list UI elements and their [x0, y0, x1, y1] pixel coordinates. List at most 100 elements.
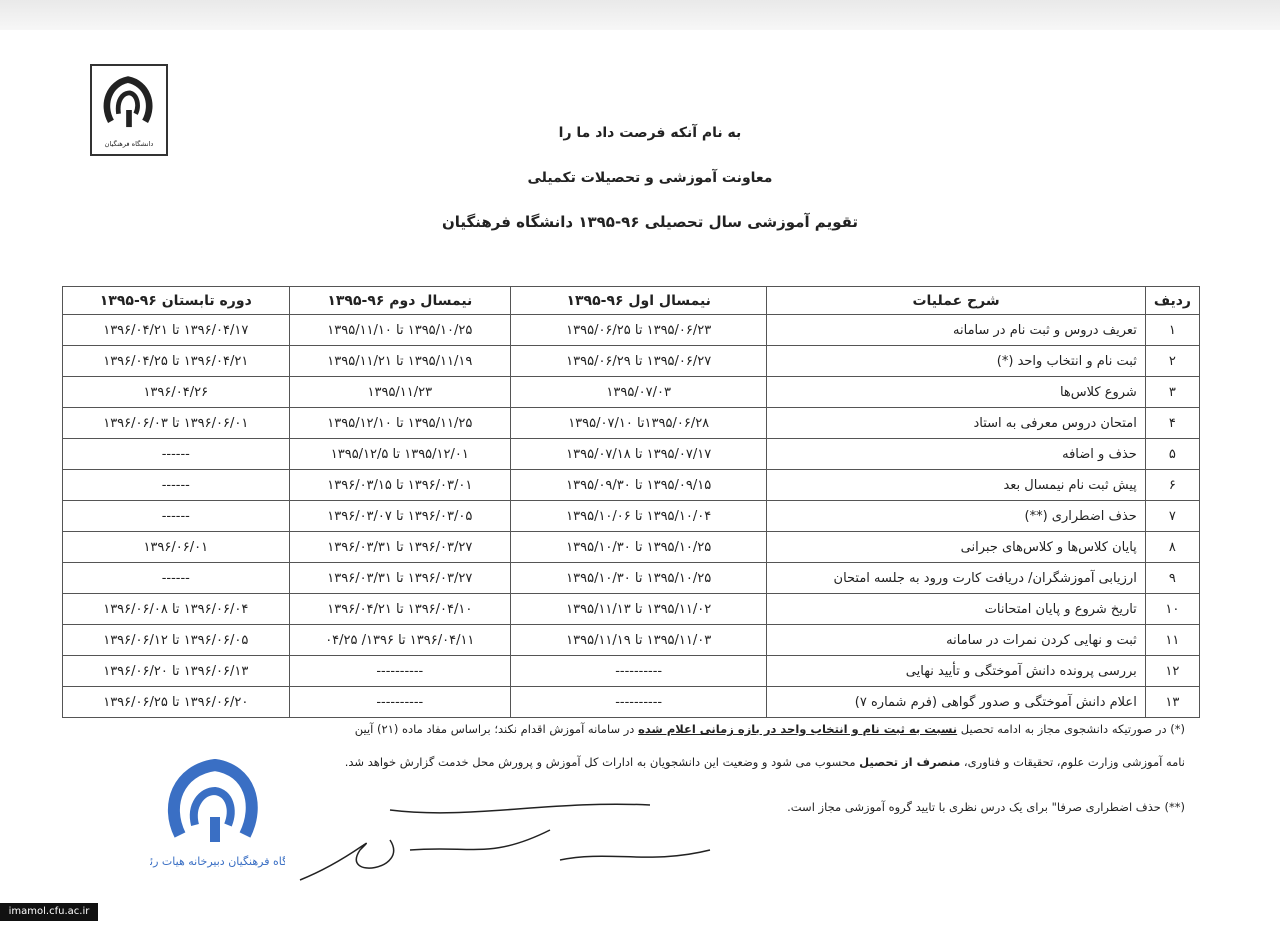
- bismillah-line: به نام آنکه فرصت داد ما را: [558, 125, 742, 141]
- semester-1-date: ۱۳۹۵/۰۶/۲۷ تا ۱۳۹۵/۰۶/۲۹: [510, 345, 768, 377]
- semester-2-date: ۱۳۹۶/۰۳/۰۱ تا ۱۳۹۶/۰۳/۱۵: [288, 469, 512, 501]
- row-number: ۴: [1144, 407, 1201, 439]
- signatures: [290, 790, 750, 900]
- watermark: imamol.cfu.ac.ir: [0, 903, 98, 921]
- row-description: اعلام دانش آموختگی و صدور گواهی (فرم شما…: [766, 686, 1146, 718]
- semester-1-date: ۱۳۹۵/۰۹/۱۵ تا ۱۳۹۵/۰۹/۳۰: [510, 469, 768, 501]
- semester-2-date: ----------: [288, 655, 512, 687]
- page-title: تقویم آموزشی سال تحصیلی ۹۶-۱۳۹۵ دانشگاه …: [441, 213, 859, 231]
- semester-1-date: ۱۳۹۵/۱۱/۰۲ تا ۱۳۹۵/۱۱/۱۳: [510, 593, 768, 625]
- note-text: (*) در صورتیکه دانشجوی مجاز به ادامه تحص…: [957, 722, 1185, 736]
- summer-date: ۱۳۹۶/۰۶/۰۴ تا ۱۳۹۶/۰۶/۰۸: [62, 593, 290, 625]
- row-number: ۱۱: [1144, 624, 1201, 656]
- semester-2-date: ۱۳۹۶/۰۳/۰۵ تا ۱۳۹۶/۰۳/۰۷: [288, 500, 512, 532]
- row-number: ۱۳: [1144, 686, 1201, 718]
- semester-1-date: ۱۳۹۵/۱۱/۰۳ تا ۱۳۹۵/۱۱/۱۹: [510, 624, 768, 656]
- col-description: شرح عملیات: [766, 286, 1146, 315]
- academic-calendar-table: ردیف شرح عملیات نیمسال اول ۹۶-۱۳۹۵ نیمسا…: [62, 286, 1201, 718]
- summer-date: ۱۳۹۶/۰۶/۰۱: [62, 531, 290, 563]
- row-description: شروع کلاس‌ها: [766, 376, 1146, 408]
- table-row: ۶ پیش ثبت نام نیمسال بعد ۱۳۹۵/۰۹/۱۵ تا ۱۳۹…: [62, 469, 1201, 501]
- semester-2-date: ۱۳۹۶/۰۴/۱۱ تا ۱۳۹۶/ ۰۴/۲۵: [288, 624, 512, 656]
- table-row: ۳ شروع کلاس‌ها ۱۳۹۵/۰۷/۰۳ ۱۳۹۵/۱۱/۲۳ ۱۳۹۶/۰۴…: [62, 376, 1201, 408]
- svg-text:دانشگاه فرهنگیان دبیرخانه هیات: دانشگاه فرهنگیان دبیرخانه هیات رئیسه: [150, 855, 285, 868]
- table-row: ۱۳ اعلام دانش آموختگی و صدور گواهی (فرم ش…: [62, 686, 1201, 718]
- summer-date: ۱۳۹۶/۰۶/۱۳ تا ۱۳۹۶/۰۶/۲۰: [62, 655, 290, 687]
- table-row: ۸ پایان کلاس‌ها و کلاس‌های جبرانی ۱۳۹۵/۱۰/…: [62, 531, 1201, 563]
- row-description: ثبت و نهایی کردن نمرات در سامانه: [766, 624, 1146, 656]
- row-number: ۷: [1144, 500, 1201, 532]
- col-summer: دوره تابستان ۹۶-۱۳۹۵: [62, 286, 290, 315]
- semester-2-date: ۱۳۹۵/۱۰/۲۵ تا ۱۳۹۵/۱۱/۱۰: [288, 314, 512, 346]
- semester-2-date: ۱۳۹۵/۱۱/۱۹ تا ۱۳۹۵/۱۱/۲۱: [288, 345, 512, 377]
- row-description: ارزیابی آموزشگران/ دریافت کارت ورود به ج…: [766, 562, 1146, 594]
- semester-1-date: ۱۳۹۵/۰۶/۲۸تا ۱۳۹۵/۰۷/۱۰: [510, 407, 768, 439]
- svg-text:دانشگاه فرهنگیان: دانشگاه فرهنگیان: [105, 140, 154, 148]
- university-logo: دانشگاه فرهنگیان: [90, 64, 168, 156]
- scan-edge: [0, 0, 1280, 30]
- row-description: حذف و اضافه: [766, 438, 1146, 470]
- table-row: ۱ تعریف دروس و ثبت نام در سامانه ۱۳۹۵/۰۶/۲…: [62, 314, 1201, 346]
- department-title: معاونت آموزشی و تحصیلات تکمیلی: [527, 170, 773, 186]
- table-row: ۲ ثبت نام و انتخاب واحد (*) ۱۳۹۵/۰۶/۲۷ تا …: [62, 345, 1201, 377]
- note-1-cont: نامه آموزشی وزارت علوم، تحقیقات و فناوری…: [140, 755, 1185, 769]
- summer-date: ------: [62, 469, 290, 501]
- row-description: تاریخ شروع و پایان امتحانات: [766, 593, 1146, 625]
- row-description: بررسی پرونده دانش آموختگی و تأیید نهایی: [766, 655, 1146, 687]
- semester-1-date: ۱۳۹۵/۰۷/۰۳: [510, 376, 768, 408]
- semester-2-date: ۱۳۹۶/۰۴/۱۰ تا ۱۳۹۶/۰۴/۲۱: [288, 593, 512, 625]
- note-2: (**) حذف اضطراری صرفا" برای یک درس نظری …: [787, 800, 1185, 814]
- summer-date: ۱۳۹۶/۰۶/۰۱ تا ۱۳۹۶/۰۶/۰۳: [62, 407, 290, 439]
- summer-date: ------: [62, 500, 290, 532]
- semester-2-date: ۱۳۹۶/۰۳/۲۷ تا ۱۳۹۶/۰۳/۳۱: [288, 531, 512, 563]
- summer-date: ۱۳۹۶/۰۶/۲۰ تا ۱۳۹۶/۰۶/۲۵: [62, 686, 290, 718]
- table-row: ۱۲ بررسی پرونده دانش آموختگی و تأیید نهای…: [62, 655, 1201, 687]
- summer-date: ۱۳۹۶/۰۴/۲۱ تا ۱۳۹۶/۰۴/۲۵: [62, 345, 290, 377]
- summer-date: ------: [62, 562, 290, 594]
- semester-1-date: ----------: [510, 655, 768, 687]
- table-row: ۱۱ ثبت و نهایی کردن نمرات در سامانه ۱۳۹۵/۱…: [62, 624, 1201, 656]
- table-row: ۹ ارزیابی آموزشگران/ دریافت کارت ورود به …: [62, 562, 1201, 594]
- table-row: ۱۰ تاریخ شروع و پایان امتحانات ۱۳۹۵/۱۱/۰۲ …: [62, 593, 1201, 625]
- table-row: ۵ حذف و اضافه ۱۳۹۵/۰۷/۱۷ تا ۱۳۹۵/۰۷/۱۸ ۱۳۹۵…: [62, 438, 1201, 470]
- row-number: ۸: [1144, 531, 1201, 563]
- row-number: ۹: [1144, 562, 1201, 594]
- row-description: تعریف دروس و ثبت نام در سامانه: [766, 314, 1146, 346]
- note-text: محسوب می شود و وضعیت این دانشجویان به اد…: [344, 755, 860, 769]
- row-description: پایان کلاس‌ها و کلاس‌های جبرانی: [766, 531, 1146, 563]
- row-number: ۱: [1144, 314, 1201, 346]
- note-text: در سامانه آموزش اقدام نکند؛ براساس مفاد …: [354, 722, 639, 736]
- note-emphasis: منصرف از تحصیل: [859, 755, 961, 769]
- row-description: حذف اضطراری (**): [766, 500, 1146, 532]
- row-number: ۳: [1144, 376, 1201, 408]
- semester-1-date: ----------: [510, 686, 768, 718]
- semester-2-date: ۱۳۹۶/۰۳/۲۷ تا ۱۳۹۶/۰۳/۳۱: [288, 562, 512, 594]
- note-text: نامه آموزشی وزارت علوم، تحقیقات و فناوری…: [960, 755, 1185, 769]
- row-description: امتحان دروس معرفی به استاد: [766, 407, 1146, 439]
- table-header-row: ردیف شرح عملیات نیمسال اول ۹۶-۱۳۹۵ نیمسا…: [62, 286, 1201, 315]
- summer-date: ۱۳۹۶/۰۴/۱۷ تا ۱۳۹۶/۰۴/۲۱: [62, 314, 290, 346]
- summer-date: ۱۳۹۶/۰۴/۲۶: [62, 376, 290, 408]
- note-1: (*) در صورتیکه دانشجوی مجاز به ادامه تحص…: [140, 722, 1185, 736]
- semester-2-date: ----------: [288, 686, 512, 718]
- semester-2-date: ۱۳۹۵/۱۱/۲۵ تا ۱۳۹۵/۱۲/۱۰: [288, 407, 512, 439]
- table-row: ۷ حذف اضطراری (**) ۱۳۹۵/۱۰/۰۴ تا ۱۳۹۵/۱۰/۰…: [62, 500, 1201, 532]
- semester-1-date: ۱۳۹۵/۰۶/۲۳ تا ۱۳۹۵/۰۶/۲۵: [510, 314, 768, 346]
- row-number: ۶: [1144, 469, 1201, 501]
- semester-2-date: ۱۳۹۵/۱۲/۰۱ تا ۱۳۹۵/۱۲/۵: [288, 438, 512, 470]
- semester-1-date: ۱۳۹۵/۱۰/۲۵ تا ۱۳۹۵/۱۰/۳۰: [510, 562, 768, 594]
- semester-2-date: ۱۳۹۵/۱۱/۲۳: [288, 376, 512, 408]
- table-row: ۴ امتحان دروس معرفی به استاد ۱۳۹۵/۰۶/۲۸تا …: [62, 407, 1201, 439]
- col-semester-1: نیمسال اول ۹۶-۱۳۹۵: [510, 286, 768, 315]
- semester-1-date: ۱۳۹۵/۰۷/۱۷ تا ۱۳۹۵/۰۷/۱۸: [510, 438, 768, 470]
- semester-1-date: ۱۳۹۵/۱۰/۲۵ تا ۱۳۹۵/۱۰/۳۰: [510, 531, 768, 563]
- row-number: ۵: [1144, 438, 1201, 470]
- summer-date: ------: [62, 438, 290, 470]
- note-emphasis: نسبت به ثبت نام و انتخاب واحد در بازه زم…: [638, 722, 958, 736]
- row-number: ۲: [1144, 345, 1201, 377]
- row-description: ثبت نام و انتخاب واحد (*): [766, 345, 1146, 377]
- row-number: ۱۰: [1144, 593, 1201, 625]
- col-row-number: ردیف: [1144, 286, 1201, 315]
- col-semester-2: نیمسال دوم ۹۶-۱۳۹۵: [288, 286, 512, 315]
- row-description: پیش ثبت نام نیمسال بعد: [766, 469, 1146, 501]
